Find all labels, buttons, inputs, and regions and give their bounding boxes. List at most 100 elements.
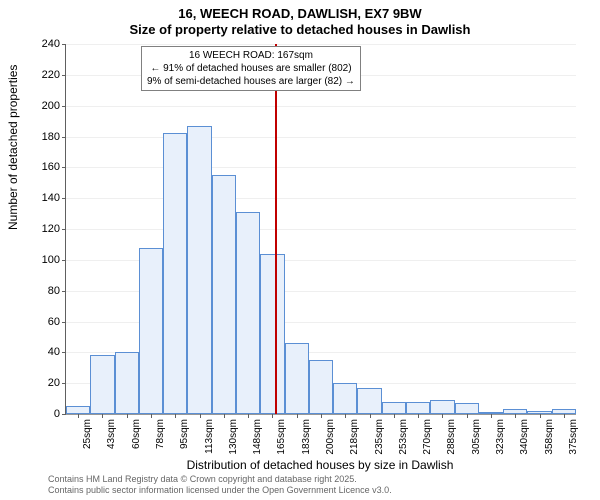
- ytick-label: 80: [48, 285, 60, 297]
- ytick-mark: [62, 75, 66, 76]
- chart-title-main: 16, WEECH ROAD, DAWLISH, EX7 9BW: [0, 6, 600, 21]
- histogram-bar: [66, 406, 90, 414]
- xtick-label: 323sqm: [495, 419, 506, 459]
- ytick-label: 220: [42, 69, 60, 81]
- ytick-label: 100: [42, 254, 60, 266]
- ytick-mark: [62, 322, 66, 323]
- reference-marker-line: [275, 44, 277, 414]
- y-axis-label: Number of detached properties: [6, 65, 20, 230]
- footer-line-1: Contains HM Land Registry data © Crown c…: [48, 474, 392, 485]
- histogram-bar: [455, 403, 479, 414]
- ytick-label: 20: [48, 377, 60, 389]
- xtick-label: 78sqm: [155, 419, 166, 459]
- ytick-label: 0: [54, 408, 60, 420]
- xtick-label: 130sqm: [228, 419, 239, 459]
- histogram-bar: [285, 343, 309, 414]
- histogram-bar: [406, 402, 430, 414]
- xtick-mark: [467, 414, 468, 418]
- xtick-mark: [370, 414, 371, 418]
- ytick-label: 120: [42, 223, 60, 235]
- plot-area: 25sqm43sqm60sqm78sqm95sqm113sqm130sqm148…: [65, 44, 576, 415]
- histogram-bar: [236, 212, 260, 414]
- xtick-mark: [442, 414, 443, 418]
- xtick-mark: [175, 414, 176, 418]
- histogram-bar: [163, 133, 187, 414]
- histogram-bar: [357, 388, 381, 414]
- histogram-bar: [90, 355, 114, 414]
- histogram-bar: [115, 352, 139, 414]
- ytick-mark: [62, 106, 66, 107]
- ytick-mark: [62, 137, 66, 138]
- chart-container: 16, WEECH ROAD, DAWLISH, EX7 9BW Size of…: [0, 0, 600, 500]
- annotation-line: 16 WEECH ROAD: 167sqm: [147, 49, 355, 62]
- xtick-mark: [515, 414, 516, 418]
- histogram-bar: [260, 254, 284, 414]
- xtick-label: 165sqm: [276, 419, 287, 459]
- xtick-mark: [418, 414, 419, 418]
- ytick-label: 200: [42, 100, 60, 112]
- xtick-label: 288sqm: [446, 419, 457, 459]
- histogram-bar: [212, 175, 236, 414]
- xtick-label: 200sqm: [325, 419, 336, 459]
- chart-title-sub: Size of property relative to detached ho…: [0, 22, 600, 37]
- ytick-mark: [62, 229, 66, 230]
- xtick-mark: [345, 414, 346, 418]
- xtick-label: 60sqm: [131, 419, 142, 459]
- xtick-label: 235sqm: [374, 419, 385, 459]
- xtick-mark: [200, 414, 201, 418]
- xtick-label: 375sqm: [568, 419, 579, 459]
- xtick-mark: [248, 414, 249, 418]
- xtick-mark: [102, 414, 103, 418]
- xtick-label: 183sqm: [301, 419, 312, 459]
- ytick-label: 140: [42, 192, 60, 204]
- xtick-label: 253sqm: [398, 419, 409, 459]
- histogram-bar: [382, 402, 406, 414]
- gridline: [66, 106, 576, 107]
- gridline: [66, 137, 576, 138]
- ytick-label: 160: [42, 161, 60, 173]
- footer-line-2: Contains public sector information licen…: [48, 485, 392, 496]
- xtick-mark: [540, 414, 541, 418]
- x-axis-label: Distribution of detached houses by size …: [65, 458, 575, 472]
- ytick-mark: [62, 167, 66, 168]
- ytick-label: 180: [42, 131, 60, 143]
- xtick-mark: [127, 414, 128, 418]
- ytick-mark: [62, 260, 66, 261]
- xtick-label: 340sqm: [519, 419, 530, 459]
- histogram-bar: [333, 383, 357, 414]
- xtick-mark: [151, 414, 152, 418]
- xtick-mark: [491, 414, 492, 418]
- ytick-mark: [62, 352, 66, 353]
- xtick-label: 218sqm: [349, 419, 360, 459]
- xtick-mark: [394, 414, 395, 418]
- ytick-mark: [62, 291, 66, 292]
- xtick-label: 358sqm: [544, 419, 555, 459]
- xtick-mark: [224, 414, 225, 418]
- xtick-label: 148sqm: [252, 419, 263, 459]
- histogram-bar: [187, 126, 211, 414]
- ytick-mark: [62, 44, 66, 45]
- xtick-label: 270sqm: [422, 419, 433, 459]
- xtick-label: 95sqm: [179, 419, 190, 459]
- ytick-label: 240: [42, 38, 60, 50]
- xtick-mark: [321, 414, 322, 418]
- gridline: [66, 198, 576, 199]
- histogram-bar: [309, 360, 333, 414]
- annotation-line: 9% of semi-detached houses are larger (8…: [147, 75, 355, 88]
- ytick-mark: [62, 414, 66, 415]
- xtick-mark: [564, 414, 565, 418]
- annotation-line: ← 91% of detached houses are smaller (80…: [147, 62, 355, 75]
- xtick-mark: [297, 414, 298, 418]
- ytick-label: 60: [48, 316, 60, 328]
- ytick-label: 40: [48, 346, 60, 358]
- gridline: [66, 44, 576, 45]
- histogram-bar: [139, 248, 163, 415]
- annotation-box: 16 WEECH ROAD: 167sqm← 91% of detached h…: [141, 46, 361, 91]
- gridline: [66, 229, 576, 230]
- footer-attribution: Contains HM Land Registry data © Crown c…: [48, 474, 392, 496]
- xtick-mark: [272, 414, 273, 418]
- xtick-label: 305sqm: [471, 419, 482, 459]
- ytick-mark: [62, 198, 66, 199]
- xtick-label: 113sqm: [204, 419, 215, 459]
- histogram-bar: [430, 400, 454, 414]
